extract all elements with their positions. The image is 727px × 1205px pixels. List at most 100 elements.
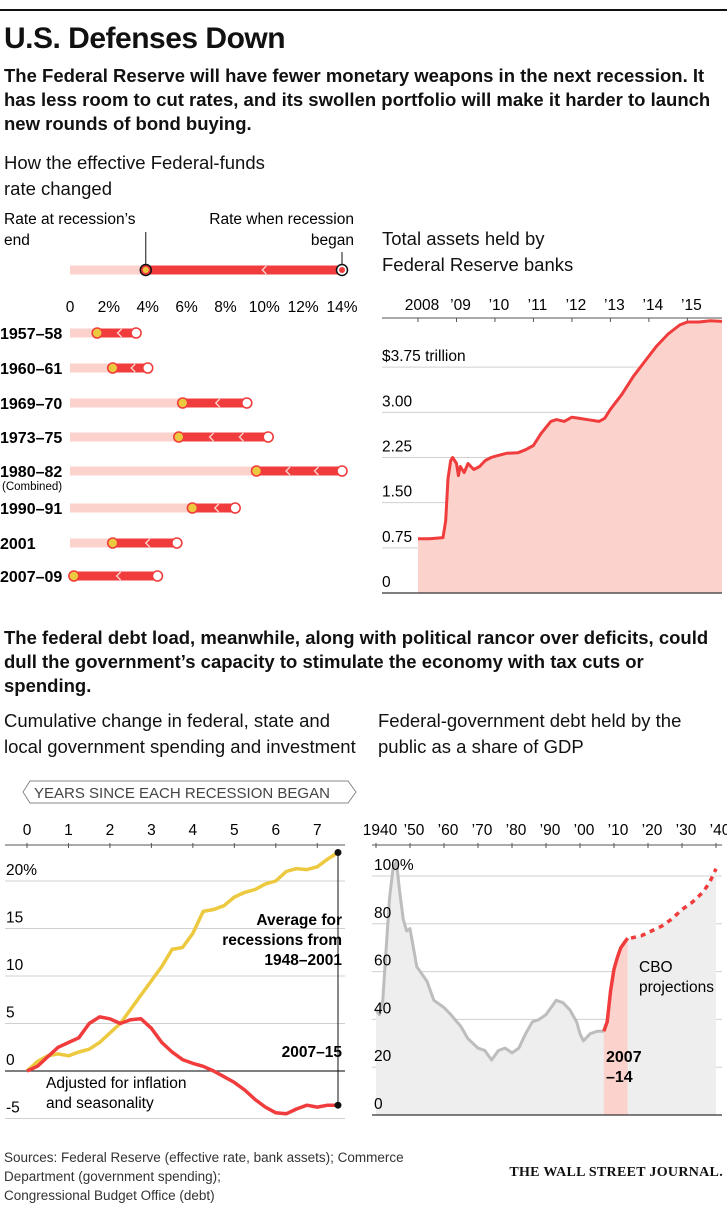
legend-begin-dot (339, 267, 345, 273)
legend-chevron (261, 265, 267, 275)
fedfunds-row-label: 2007–09 (0, 569, 62, 586)
debt-ytick: 100% (374, 857, 414, 874)
fedfunds-xtick: 12% (288, 299, 319, 316)
fedfunds-row-label: 1980–82 (0, 464, 62, 481)
spending-2007-line (26, 1015, 338, 1116)
fedfunds-chevron (144, 538, 151, 548)
spending-note-line1: Adjusted for inflation (46, 1075, 186, 1092)
spending-ytick: 0 (6, 1052, 15, 1069)
debt-title-line1: Federal-government debt held by the (378, 710, 682, 731)
debt-xtick: ’80 (506, 822, 527, 839)
spending-xtick: 4 (189, 822, 198, 839)
assets-xtick: ’15 (681, 297, 702, 314)
fedfunds-row-label: 1957–58 (0, 326, 62, 343)
assets-area (418, 320, 722, 593)
fedfunds-chevron (130, 363, 136, 373)
legend-begin-text-line1: Rate when recession (209, 211, 354, 228)
fedfunds-begin-dot (130, 327, 142, 339)
assets-xtick: ’12 (566, 297, 587, 314)
fedfunds-chevron (214, 398, 221, 408)
debt-title-line2: public as a share of GDP (378, 736, 584, 757)
fedfunds-row-label: 1969–70 (0, 396, 62, 413)
debt-ytick: 0 (374, 1096, 383, 1113)
spending-2007-label: 2007–15 (282, 1044, 343, 1061)
assets-ytick: 2.25 (382, 439, 412, 456)
debt-historical-line (374, 860, 604, 1062)
spending-average-label-line2: recessions from (222, 932, 342, 949)
fedfunds-row-label: 1973–75 (0, 430, 62, 447)
debt-highlight-area (603, 938, 628, 1115)
fedfunds-end-dot (68, 570, 80, 582)
debt-xtick: ’90 (540, 822, 561, 839)
fedfunds-end-dot (176, 397, 189, 409)
debt-xtick: ’50 (404, 822, 425, 839)
debt-projection-label-line1: CBO (639, 959, 673, 976)
spending-xtick: 3 (147, 822, 156, 839)
spending-average-end-dot (334, 849, 342, 856)
fedfunds-begin-dot (336, 465, 348, 477)
assets-ytick: 0 (382, 574, 391, 591)
legend-end-text-line2: end (4, 232, 30, 249)
spending-ytick: 10 (6, 957, 24, 974)
fedfunds-end-dot (186, 502, 199, 514)
spending-average-line (25, 851, 339, 1073)
fedfunds-row-label: 1960–61 (0, 361, 62, 378)
wsj-logo: THE WALL STREET JOURNAL. (509, 1165, 723, 1180)
spending-banner: YEARS SINCE EACH RECESSION BEGAN (34, 785, 330, 802)
spending-title: Cumulative change in federal, state and … (4, 708, 356, 760)
assets-chart: 2008 ’09 ’10 ’11 ’12 ’13 ’14 ’15 0 0.75 1.50 2.25 3.… (382, 297, 723, 594)
assets-ytick: 0.75 (382, 529, 412, 546)
assets-title-line1: Total assets held by (382, 228, 545, 249)
debt-xtick: ’20 (642, 822, 663, 839)
debt-ytick: 20 (374, 1048, 392, 1065)
fedfunds-xtick: 8% (214, 299, 237, 316)
fedfunds-title-line1: How the effective Federal-funds (4, 152, 265, 173)
fedfunds-chevron (208, 432, 215, 442)
spending-note-line2: and seasonality (46, 1095, 154, 1112)
spending-ytick: 5 (6, 1005, 15, 1022)
fedfunds-xtick: 6% (175, 299, 198, 316)
fedfunds-chart: Rate at recession’s end Rate when recessio… (0, 211, 358, 586)
fedfunds-row-label: 2001 (0, 536, 36, 553)
spending-average-label-line3: 1948–2001 (264, 952, 342, 969)
fedfunds-row-label: 1990–91 (0, 501, 62, 518)
debt-chart: 1940 ’50 ’60 ’70 ’80 ’90 ’00 ’10 ’20 ’30 ’40 0 20 40 6… (363, 822, 727, 1116)
sources-line2: Congressional Budget Office (debt) (4, 1188, 215, 1203)
debt-2007-line (602, 937, 630, 1032)
fedfunds-begin-dot (141, 362, 154, 374)
assets-xtick: 2008 (405, 297, 439, 314)
debt-xtick: 1940 (363, 822, 398, 839)
dek-fiscal: The federal debt load, meanwhile, along … (4, 627, 709, 696)
debt-xtick: ’60 (438, 822, 459, 839)
fedfunds-end-dot (91, 327, 103, 339)
headline: U.S. Defenses Down (4, 22, 286, 55)
legend-end-text-line1: Rate at recession’s (4, 211, 136, 228)
debt-ytick: 60 (374, 953, 392, 970)
legend-end-dot (142, 267, 149, 273)
fedfunds-begin-dot (171, 537, 183, 549)
assets-title-line2: Federal Reserve banks (382, 254, 574, 275)
fedfunds-begin-dot (151, 570, 164, 582)
debt-xtick: ’40 (710, 822, 727, 839)
spending-ytick: -5 (6, 1100, 20, 1117)
assets-xtick: ’14 (643, 297, 664, 314)
sources-line1: Sources: Federal Reserve (effective rate… (4, 1150, 404, 1184)
debt-title: Federal-government debt held by the publ… (378, 708, 681, 760)
spending-banner-shape (22, 780, 357, 804)
debt-ytick: 40 (374, 1000, 392, 1017)
spending-2007-end-dot (334, 1101, 342, 1109)
spending-chart: YEARS SINCE EACH RECESSION BEGAN 0 1 2 3 4 5 6 7… (5, 780, 357, 1119)
assets-title: Total assets held by Federal Reserve ban… (382, 226, 573, 278)
debt-highlight-label-line2: –14 (606, 1069, 633, 1086)
debt-area (376, 861, 716, 1115)
spending-xtick: 0 (23, 822, 32, 839)
fedfunds-xtick: 10% (249, 299, 280, 316)
debt-ytick: 80 (374, 905, 392, 922)
fedfunds-xtick: 14% (326, 299, 357, 316)
debt-projection-line (630, 868, 718, 940)
debt-xtick: ’70 (472, 822, 493, 839)
fedfunds-row-note: (Combined) (2, 481, 62, 493)
spending-ytick: 20% (6, 862, 37, 879)
assets-ytick: $3.75 trillion (382, 348, 466, 365)
